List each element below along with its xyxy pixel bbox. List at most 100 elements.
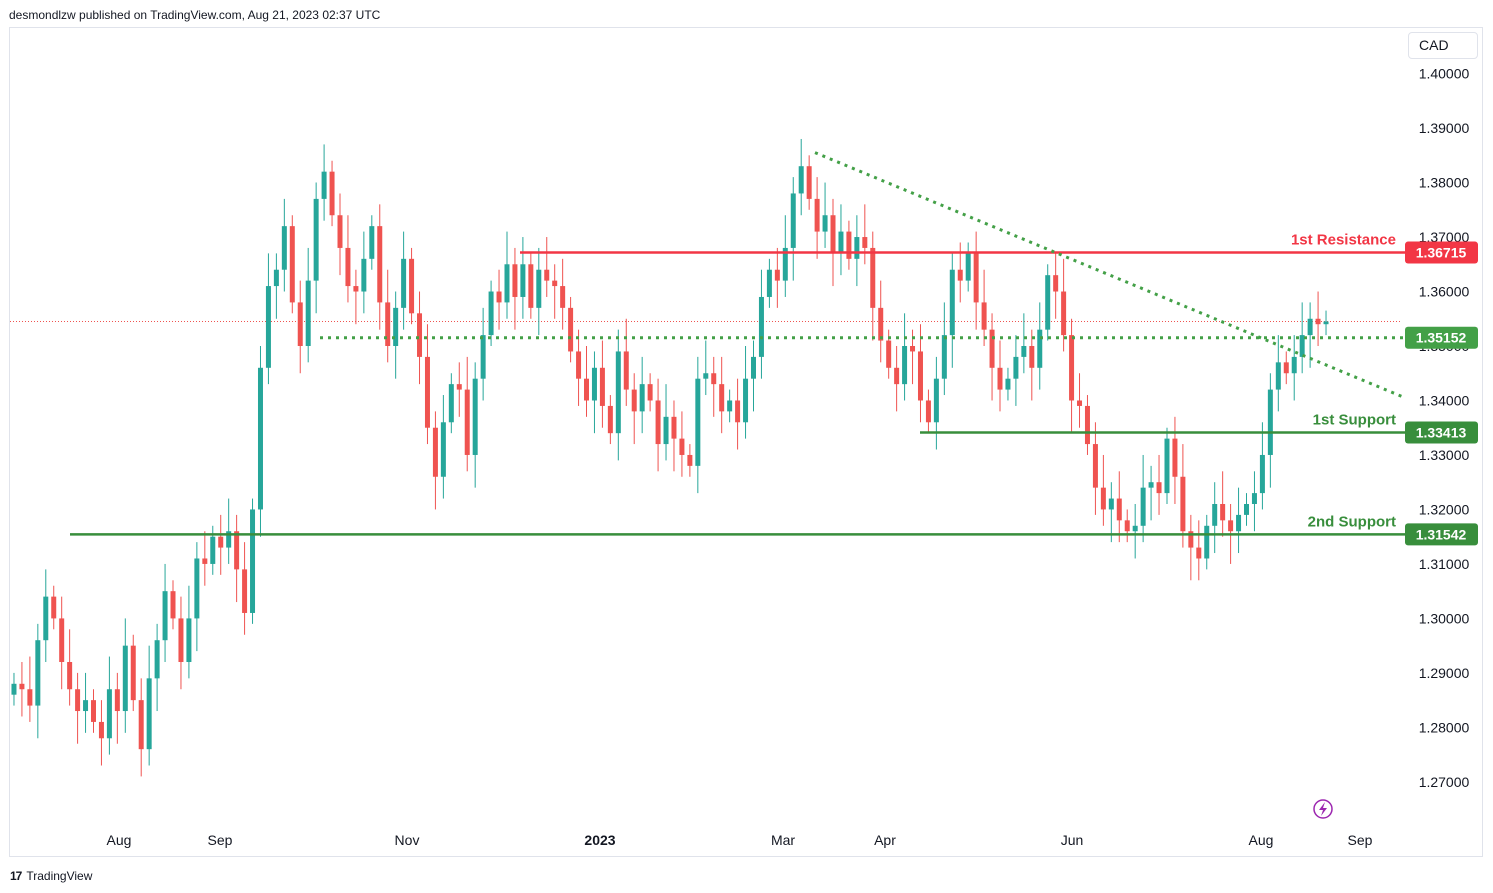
x-tick-label: Jun [1061,832,1084,848]
candle-body-down [735,400,741,423]
candle-body-up [305,280,311,346]
candle-body-down [1029,346,1035,368]
candle-body-up [838,231,844,254]
candle-body-down [1188,531,1194,548]
candle-body-up [480,335,486,379]
y-tick-label: 1.30000 [1419,610,1470,626]
candle-body-up [273,269,279,287]
candle-body-down [910,346,916,352]
candle-body-down [377,226,383,303]
candle-body-up [154,640,160,679]
candle-body-down [631,389,637,412]
candle-body-up [250,509,256,613]
x-tick-label: 2023 [584,832,615,848]
candle-body-down [846,231,852,259]
y-tick-label: 1.34000 [1419,392,1470,408]
candle-body-up [393,307,399,346]
support-label: 1st Support [1313,411,1396,428]
candle-body-down [1196,547,1202,559]
candle-body-down [981,302,987,330]
candle-body-down [1124,520,1130,532]
candle-body-down [1283,362,1289,374]
y-tick-label: 1.27000 [1419,774,1470,790]
candle-body-up [743,378,749,423]
candle-body-down [878,307,884,341]
candle-body-up [1323,321,1329,325]
candle-body-down [1061,291,1067,336]
candle-body-down [59,618,65,662]
candle-body-down [424,356,430,428]
candle-body-down [337,215,343,248]
candle-body-up [265,286,271,368]
candle-body-up [965,253,971,281]
candle-body-up [1291,356,1297,374]
candle-body-up [1267,389,1273,455]
price-level-badge [1405,326,1478,349]
candle-body-down [1053,275,1059,292]
candle-body-up [1045,275,1051,330]
footer-brand: 17 TradingView [10,866,92,886]
candle-body-down [1092,444,1098,488]
candle-body-up [933,378,939,423]
y-tick-label: 1.32000 [1419,501,1470,517]
candle-body-up [448,384,454,423]
candle-body-down [568,307,574,352]
candle-body-down [1116,498,1122,521]
candle-body-down [957,269,963,281]
candle-body-down [464,389,470,455]
candle-body-down [925,400,931,423]
candle-body-up [472,378,478,455]
candle-body-up [146,678,152,750]
candle-body-up [1132,525,1138,532]
candle-body-up [663,416,669,445]
candle-body-down [496,291,502,303]
candle-body-down [560,286,566,308]
y-tick-label: 1.38000 [1419,175,1470,191]
currency-badge[interactable]: CAD [1408,32,1478,59]
candle-body-up [941,335,947,379]
candle-body-up [1148,482,1154,488]
candle-body-up [313,198,319,281]
price-level-badge [1405,421,1478,444]
lightning-icon [1313,799,1333,819]
candle-body-up [1164,438,1170,494]
candle-body-up [1212,504,1218,526]
trendline-dotted [814,151,1406,400]
candle-body-down [655,400,661,445]
candle-body-up [35,640,41,706]
candle-body-down [170,591,176,619]
candle-body-down [989,329,995,368]
candle-body-up [226,531,232,548]
y-tick-label: 1.31000 [1419,556,1470,572]
candle-body-down [1180,476,1186,532]
candle-body-up [1140,487,1146,526]
candle-body-up [369,226,375,259]
candle-body-up [695,378,701,466]
candle-body-down [719,384,725,412]
candle-body-down [1100,487,1106,510]
candle-body-up [949,269,955,336]
candle-body-down [894,367,900,385]
resistance-label: 1st Resistance [1291,232,1396,249]
candle-body-up [1204,525,1210,559]
candle-body-down [19,683,25,690]
candle-body-up [766,269,772,297]
candle-body-up [257,367,263,510]
candle-body-down [870,247,876,308]
candle-body-up [727,400,733,412]
candle-body-down [353,286,359,292]
candle-body-down [806,166,812,199]
price-level-badge-text: 1.35152 [1416,330,1467,346]
candle-body-up [822,215,828,232]
candle-body-down [1156,482,1162,494]
candle-body-up [854,237,860,259]
candle-body-down [51,596,57,619]
candle-body-down [409,258,415,314]
candle-body-down [552,280,558,287]
candle-body-up [902,346,908,385]
candle-body-up [615,351,621,434]
candle-body-down [1172,438,1178,477]
candle-body-up [591,367,597,401]
candle-body-up [11,683,17,695]
